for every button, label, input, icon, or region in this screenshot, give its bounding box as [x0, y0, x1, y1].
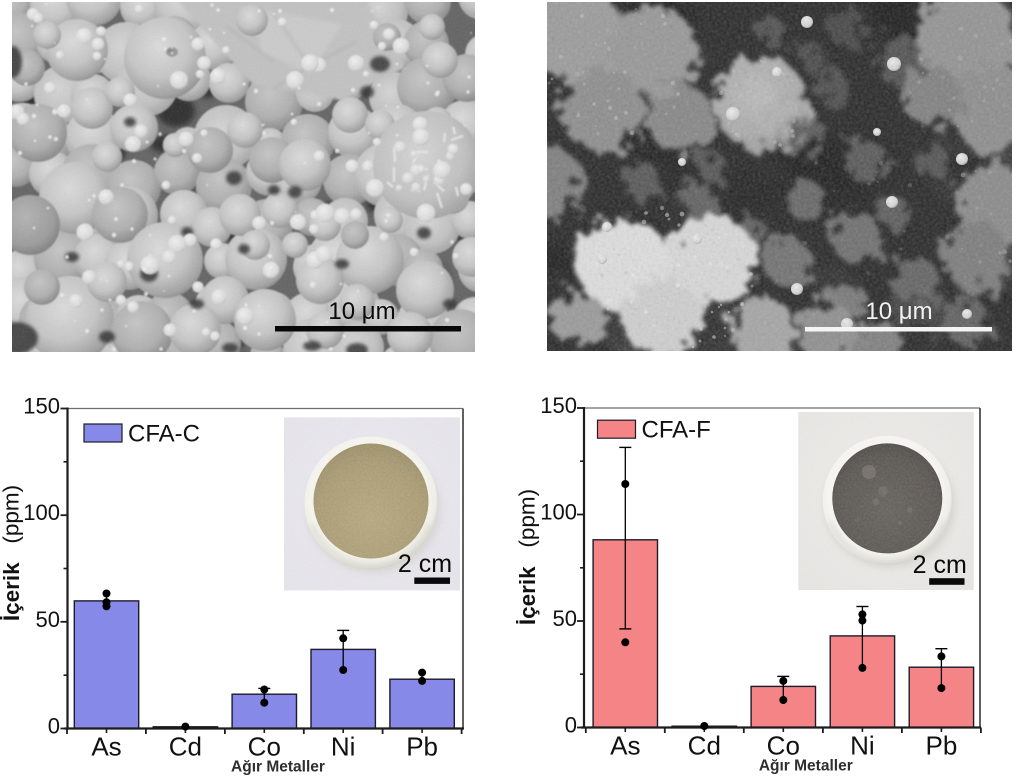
svg-text:50: 50 — [36, 607, 60, 632]
svg-text:150: 150 — [23, 394, 60, 419]
svg-text:Cd: Cd — [169, 732, 202, 762]
svg-text:50: 50 — [553, 606, 577, 631]
svg-text:İçerik (ppm): İçerik (ppm) — [515, 489, 540, 625]
svg-text:Co: Co — [248, 732, 281, 762]
svg-text:CFA-F: CFA-F — [642, 417, 711, 444]
svg-text:Ağır Metaller: Ağır Metaller — [759, 758, 853, 775]
svg-text:Ağır Metaller: Ağır Metaller — [231, 759, 325, 776]
svg-text:As: As — [610, 731, 640, 761]
svg-text:2 cm: 2 cm — [398, 550, 452, 578]
svg-text:100: 100 — [23, 500, 60, 525]
svg-text:Ni: Ni — [331, 732, 356, 762]
svg-text:10 μm: 10 μm — [865, 298, 932, 325]
svg-text:2 cm: 2 cm — [913, 551, 967, 579]
svg-text:0: 0 — [565, 713, 577, 738]
svg-text:As: As — [91, 732, 121, 762]
svg-text:Pb: Pb — [406, 732, 438, 762]
svg-text:Cd: Cd — [688, 731, 721, 761]
svg-text:Ni: Ni — [850, 731, 875, 761]
svg-text:İçerik (ppm): İçerik (ppm) — [0, 485, 24, 621]
svg-text:0: 0 — [48, 714, 60, 739]
svg-text:Pb: Pb — [925, 731, 957, 761]
svg-text:Co: Co — [767, 731, 800, 761]
svg-text:10 μm: 10 μm — [328, 298, 395, 325]
svg-text:150: 150 — [540, 393, 577, 418]
svg-text:CFA-C: CFA-C — [128, 421, 200, 448]
svg-text:100: 100 — [540, 500, 577, 525]
